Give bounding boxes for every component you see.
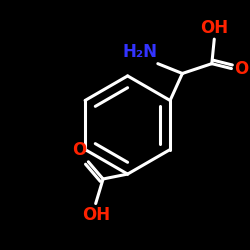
Text: O: O <box>72 141 86 159</box>
Text: O: O <box>234 60 248 78</box>
Text: OH: OH <box>82 206 110 224</box>
Text: OH: OH <box>200 19 228 37</box>
Text: H₂N: H₂N <box>123 43 158 61</box>
